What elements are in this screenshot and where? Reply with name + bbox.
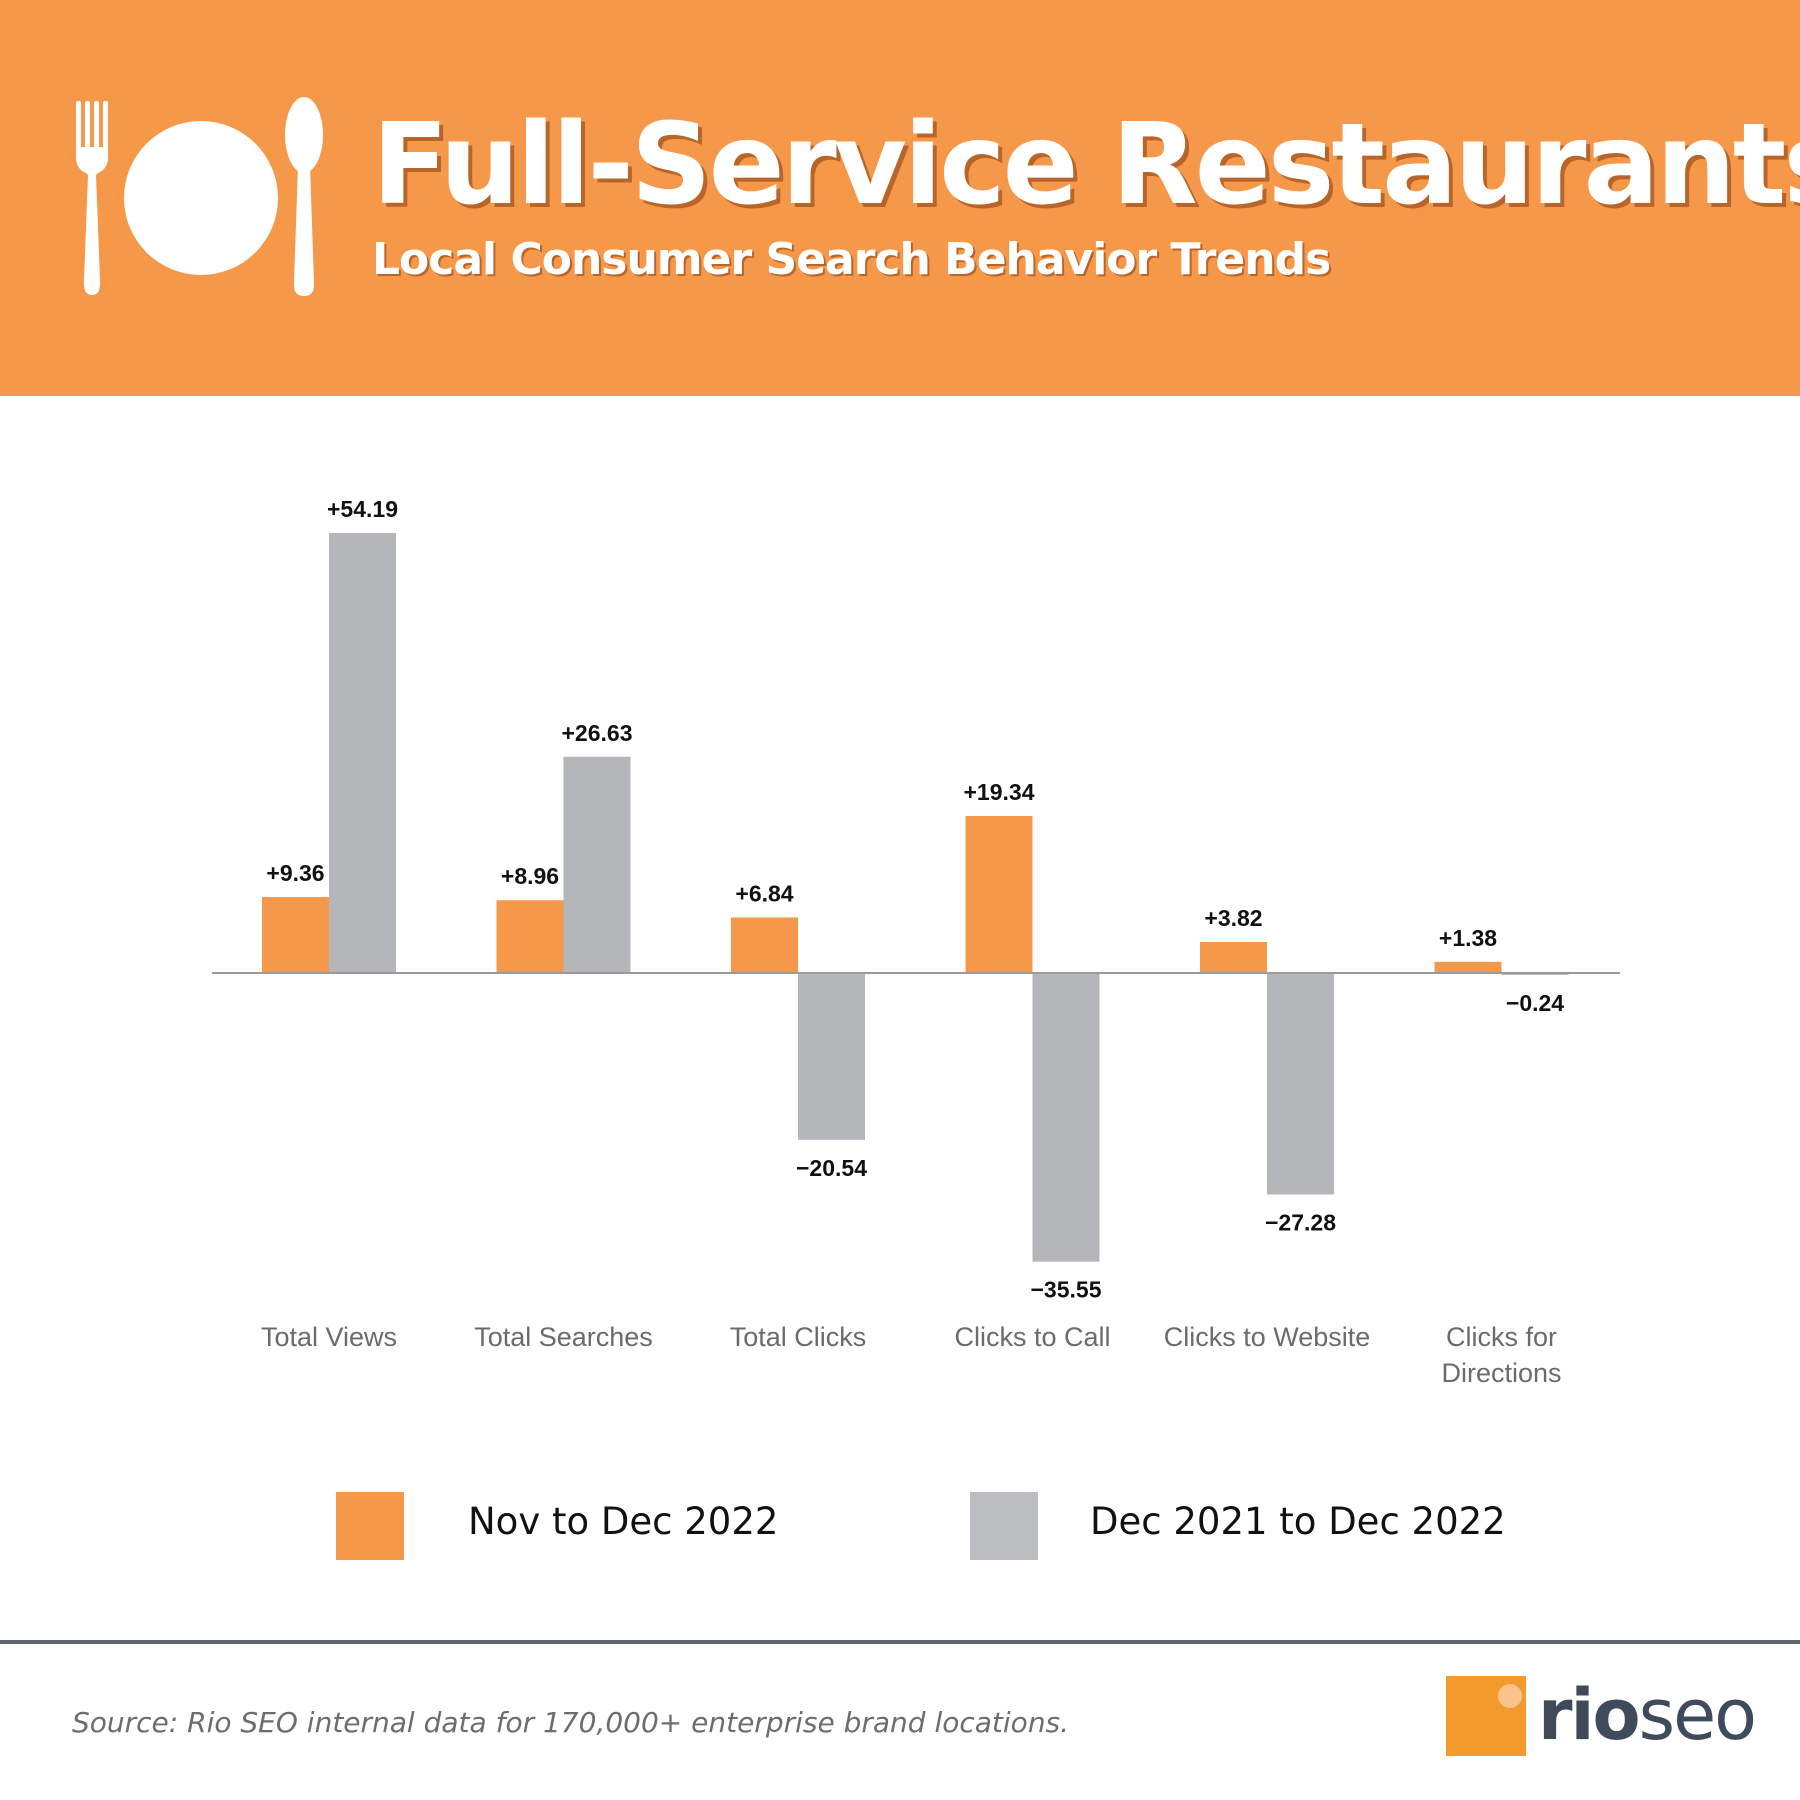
category-labels: Total Views Total Searches Total Clicks Cli… — [261, 1322, 1562, 1388]
legend-label-dec-2021-dec-2022: Dec 2021 to Dec 2022 — [1090, 1500, 1506, 1543]
bar-dec-2021-dec-2022-3 — [1032, 973, 1100, 1262]
data-label-dec-2021-dec-2022-4: −27.28 — [1265, 1210, 1336, 1236]
logo-rio-text: rio — [1538, 1674, 1641, 1756]
bar-dec-2021-dec-2022-1 — [563, 756, 631, 973]
source-note: Source: Rio SEO internal data for 170,00… — [72, 1706, 1070, 1739]
legend-swatch-nov-dec-2022 — [336, 1492, 404, 1560]
header-banner: Full-Service Restaurants Local Consumer … — [0, 0, 1800, 396]
data-label-nov-dec-2022-5: +1.38 — [1439, 925, 1497, 951]
category-label-5-line-0: Clicks for — [1446, 1322, 1557, 1352]
data-label-nov-dec-2022-3: +19.34 — [964, 779, 1035, 805]
data-label-nov-dec-2022-1: +8.96 — [501, 863, 559, 889]
bar-dec-2021-dec-2022-2 — [798, 973, 865, 1140]
bar-nov-dec-2022-2 — [731, 917, 798, 973]
data-label-nov-dec-2022-0: +9.36 — [266, 860, 324, 886]
fork-icon — [76, 101, 108, 295]
bar-dec-2021-dec-2022-4 — [1267, 973, 1334, 1195]
category-label-5-line-1: Directions — [1441, 1358, 1561, 1388]
bar-nov-dec-2022-0 — [262, 896, 329, 973]
data-label-dec-2021-dec-2022-3: −35.55 — [1031, 1277, 1102, 1303]
category-label-0: Total Views — [261, 1322, 397, 1352]
bar-nov-dec-2022-3 — [965, 815, 1033, 973]
category-label-3: Clicks to Call — [954, 1322, 1110, 1352]
plate-icon — [124, 121, 278, 275]
bars-layer — [262, 532, 1569, 1262]
category-label-1: Total Searches — [474, 1322, 653, 1352]
data-label-dec-2021-dec-2022-1: +26.63 — [562, 720, 633, 746]
labels-layer: +9.36 +54.19 +8.96 +26.63 +6.84 −20.54 +19.34 −… — [266, 496, 1564, 1303]
data-label-dec-2021-dec-2022-0: +54.19 — [327, 496, 398, 522]
category-label-2: Total Clicks — [730, 1322, 867, 1352]
category-label-4: Clicks to Website — [1164, 1322, 1371, 1352]
data-label-dec-2021-dec-2022-2: −20.54 — [796, 1155, 867, 1181]
logo-seo-text: seo — [1638, 1674, 1757, 1756]
bar-chart: +9.36 +54.19 +8.96 +26.63 +6.84 −20.54 +19.34 −… — [212, 496, 1620, 1388]
data-label-nov-dec-2022-2: +6.84 — [735, 880, 793, 906]
bar-dec-2021-dec-2022-0 — [329, 532, 396, 973]
page-subtitle: Local Consumer Search Behavior Trends — [372, 234, 1331, 285]
page-title: Full-Service Restaurants — [372, 100, 1800, 230]
footer-divider — [0, 1640, 1800, 1644]
data-label-dec-2021-dec-2022-5: −0.24 — [1506, 990, 1564, 1016]
bar-nov-dec-2022-1 — [496, 900, 564, 973]
legend-label-nov-dec-2022: Nov to Dec 2022 — [468, 1500, 779, 1543]
legend-swatch-dec-2021-dec-2022 — [970, 1492, 1038, 1560]
dining-icons — [76, 97, 323, 296]
bar-nov-dec-2022-4 — [1200, 941, 1267, 973]
logo-wordmark: rioseo — [1538, 1672, 1757, 1758]
data-label-nov-dec-2022-4: +3.82 — [1204, 905, 1262, 931]
logo-dot-icon — [1498, 1684, 1522, 1708]
spoon-icon — [285, 97, 323, 296]
rioseo-logo: rioseo — [1446, 1672, 1766, 1758]
bar-nov-dec-2022-5 — [1434, 961, 1502, 973]
